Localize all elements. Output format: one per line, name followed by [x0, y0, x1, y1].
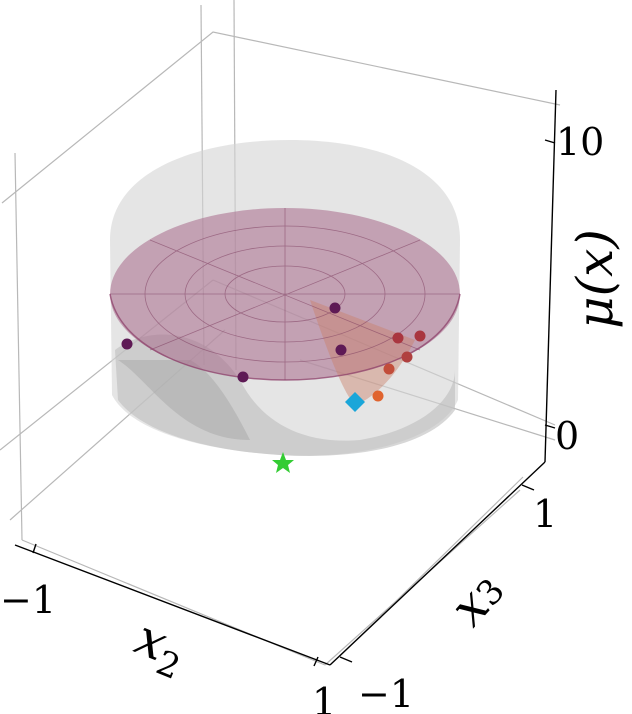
y-tick-max: 1 — [533, 492, 558, 536]
z-axis-label: μ(x) — [565, 229, 624, 329]
true-optimum-star — [272, 452, 294, 473]
observation-points — [121, 302, 426, 402]
y-tick-min: −1 — [358, 672, 415, 714]
x-tick-min: −1 — [0, 578, 57, 622]
gp-mean-surface — [109, 208, 461, 405]
x-tick-max: 1 — [312, 680, 337, 714]
z-tick-10: 10 — [556, 120, 605, 164]
axes — [14, 89, 557, 667]
z-tick-0: 0 — [555, 414, 580, 458]
best-found-diamond — [345, 392, 365, 412]
